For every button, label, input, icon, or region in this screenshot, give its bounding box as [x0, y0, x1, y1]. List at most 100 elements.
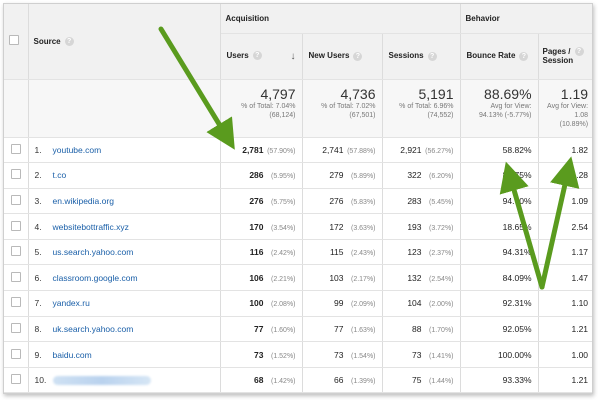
row-source-cell: 6. classroom.google.com — [28, 264, 221, 292]
users-column-header[interactable]: Users? ↓ — [220, 33, 303, 80]
totals-sessions-line2: (74,552) — [427, 111, 454, 119]
row-checkbox[interactable] — [10, 246, 21, 257]
row-checkbox[interactable] — [10, 220, 21, 231]
totals-source-cell — [28, 79, 221, 138]
users-percent: (1.52%) — [270, 352, 296, 360]
row-index: 9. — [34, 349, 42, 360]
source-link[interactable]: uk.search.yahoo.com — [52, 323, 134, 334]
pages-session-column-header[interactable]: Pages /? Session — [538, 33, 592, 80]
pages-session-value: 1.21 — [571, 323, 589, 334]
totals-pages-line2: 1.08 — [574, 111, 589, 119]
sessions-value: 73 — [412, 349, 422, 360]
source-link[interactable]: us.search.yahoo.com — [52, 247, 134, 258]
question-circle-icon[interactable]: ? — [353, 51, 363, 61]
pages-header-line1: Pages / — [542, 46, 571, 56]
row-pages-session: 1.21 — [538, 316, 592, 343]
arrow-down-icon[interactable]: ↓ — [290, 50, 296, 62]
row-checkbox[interactable] — [10, 169, 21, 180]
source-link[interactable]: youtube.com — [52, 144, 102, 155]
question-circle-icon[interactable]: ? — [574, 47, 584, 57]
row-checkbox[interactable] — [10, 271, 21, 282]
row-index: 3. — [34, 195, 42, 206]
row-pages-session: 1.21 — [538, 367, 592, 393]
row-checkbox[interactable] — [10, 374, 21, 385]
table-row[interactable]: 5. us.search.yahoo.com 116 (2.42%) 115 (2.4… — [4, 239, 592, 266]
sessions-column-header[interactable]: Sessions? — [382, 33, 461, 80]
users-value: 77 — [254, 323, 264, 334]
question-circle-icon[interactable]: ? — [519, 51, 529, 61]
totals-pages-line1: Avg for View: — [547, 102, 589, 110]
row-users: 100 (2.08%) — [220, 290, 303, 317]
select-all-checkbox[interactable] — [9, 35, 19, 46]
row-pages-session: 1.09 — [538, 188, 592, 215]
totals-users: 4,797% of Total: 7.04% (68,124) — [220, 79, 303, 138]
pages-session-value: 1.09 — [571, 195, 589, 206]
row-checkbox[interactable] — [10, 194, 21, 205]
analytics-report-frame: Source? Acquisition Behavior Users? ↓ New… — [3, 3, 593, 394]
row-bounce-rate: 92.31% — [460, 290, 539, 317]
source-link[interactable]: websitebottraffic.xyz — [52, 221, 129, 232]
sessions-percent: (5.45%) — [429, 198, 454, 206]
row-pages-session: 1.82 — [538, 137, 592, 164]
bounce-rate-value: 94.70% — [502, 195, 532, 206]
row-source-cell: 8. uk.search.yahoo.com — [28, 316, 221, 343]
new-users-value: 2,741 — [322, 144, 344, 155]
new-users-value: 103 — [329, 272, 344, 283]
totals-new-users-line1: % of Total: 7.02% — [321, 102, 376, 110]
question-circle-icon[interactable]: ? — [252, 50, 262, 60]
source-link[interactable]: baidu.com — [52, 349, 92, 360]
row-source-cell: 2. t.co — [28, 162, 221, 189]
row-sessions: 283 (5.45%) — [382, 188, 461, 215]
sessions-value: 193 — [407, 221, 422, 232]
row-index: 7. — [34, 298, 42, 309]
bounce-rate-value: 18.65% — [502, 221, 532, 232]
row-checkbox[interactable] — [10, 322, 21, 333]
bounce-rate-value: 88.75% — [502, 170, 532, 181]
table-row[interactable]: 6. classroom.google.com 106 (2.21%) 103 (2.… — [4, 264, 592, 292]
row-users: 73 (1.52%) — [220, 341, 303, 368]
totals-bounce-value: 88.69% — [484, 85, 532, 102]
new-users-value: 99 — [334, 298, 344, 309]
row-checkbox[interactable] — [10, 297, 21, 308]
totals-new-users-value: 4,736 — [340, 85, 376, 102]
table-row[interactable]: 8. uk.search.yahoo.com 77 (1.60%) 77 (1.63%… — [4, 316, 592, 343]
totals-bounce-line1: Avg for View: — [490, 102, 532, 110]
row-pages-session: 1.17 — [538, 239, 592, 266]
row-sessions: 75 (1.44%) — [382, 367, 461, 393]
source-column-header[interactable]: Source? — [28, 4, 221, 80]
table-row[interactable]: 9. baidu.com 73 (1.52%) 73 (1.54%) 73 (1.41%… — [4, 341, 592, 368]
table-row[interactable]: 3. en.wikipedia.org 276 (5.75%) 276 (5.83%)… — [4, 188, 592, 215]
sessions-header-label: Sessions — [388, 51, 424, 61]
source-link[interactable]: t.co — [52, 170, 67, 181]
users-percent: (5.95%) — [270, 173, 296, 181]
row-new-users: 2,741 (57.88%) — [302, 137, 383, 164]
users-percent: (1.60%) — [270, 326, 296, 334]
sessions-percent: (1.70%) — [429, 326, 454, 334]
sessions-percent: (2.00%) — [429, 301, 454, 309]
question-circle-icon[interactable]: ? — [64, 36, 74, 46]
new-users-percent: (2.09%) — [350, 301, 376, 309]
source-link[interactable]: yandex.ru — [52, 298, 90, 309]
source-link[interactable]: classroom.google.com — [52, 272, 138, 283]
bounce-rate-value: 100.00% — [497, 349, 532, 360]
sessions-value: 104 — [407, 298, 422, 309]
table-row[interactable]: 4. websitebottraffic.xyz 170 (3.54%) 172 (3… — [4, 213, 592, 240]
row-pages-session: 1.28 — [538, 162, 592, 189]
table-row[interactable]: 10. 68 (1.42%) 66 (1.39%) 75 (1.44%) 93.33%… — [4, 367, 592, 393]
source-link[interactable]: en.wikipedia.org — [52, 195, 114, 206]
row-checkbox[interactable] — [10, 348, 21, 359]
table-row[interactable]: 7. yandex.ru 100 (2.08%) 99 (2.09%) 104 (2.0… — [4, 290, 592, 317]
rows-body: 1. youtube.com 2,781 (57.90%) 2,741 (57.88%… — [4, 137, 592, 393]
row-checkbox-cell — [4, 188, 29, 215]
bounce-rate-column-header[interactable]: Bounce Rate? — [460, 33, 539, 80]
table-row[interactable]: 1. youtube.com 2,781 (57.90%) 2,741 (57.88%… — [4, 137, 592, 164]
row-new-users: 279 (5.89%) — [302, 162, 383, 189]
bounce-rate-value: 93.33% — [502, 375, 532, 386]
row-bounce-rate: 100.00% — [460, 341, 539, 368]
question-circle-icon[interactable]: ? — [427, 51, 437, 61]
sessions-percent: (3.72%) — [429, 224, 454, 232]
row-checkbox[interactable] — [10, 143, 21, 154]
new-users-column-header[interactable]: New Users? — [302, 33, 383, 80]
row-sessions: 2,921 (56.27%) — [382, 137, 461, 164]
table-row[interactable]: 2. t.co 286 (5.95%) 279 (5.89%) 322 (6.20%) … — [4, 162, 592, 189]
